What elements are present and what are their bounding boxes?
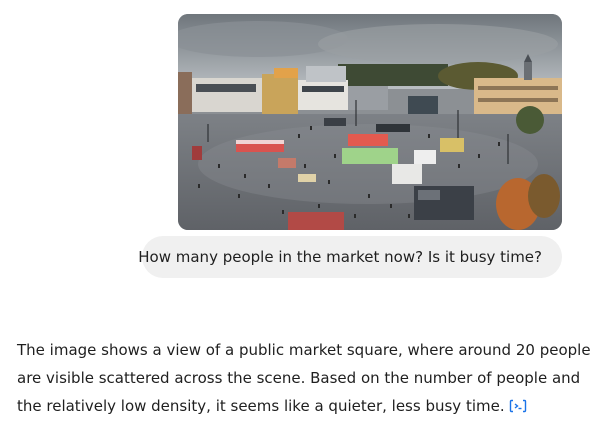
assistant-line-2: are visible scattered across the scene. … [17,369,581,387]
assistant-line-3: the relatively low density, it seems lik… [17,397,505,415]
assistant-message: The image shows a view of a public marke… [17,336,591,422]
user-message-text: How many people in the market now? Is it… [138,248,542,266]
market-square-photo[interactable] [178,14,562,230]
user-message-bubble: How many people in the market now? Is it… [138,236,562,278]
citation-link-icon[interactable] [509,394,527,422]
assistant-line-1: The image shows a view of a public marke… [17,341,591,359]
market-photo-illustration [178,14,562,230]
assistant-line-3-wrap: the relatively low density, it seems lik… [17,392,577,422]
